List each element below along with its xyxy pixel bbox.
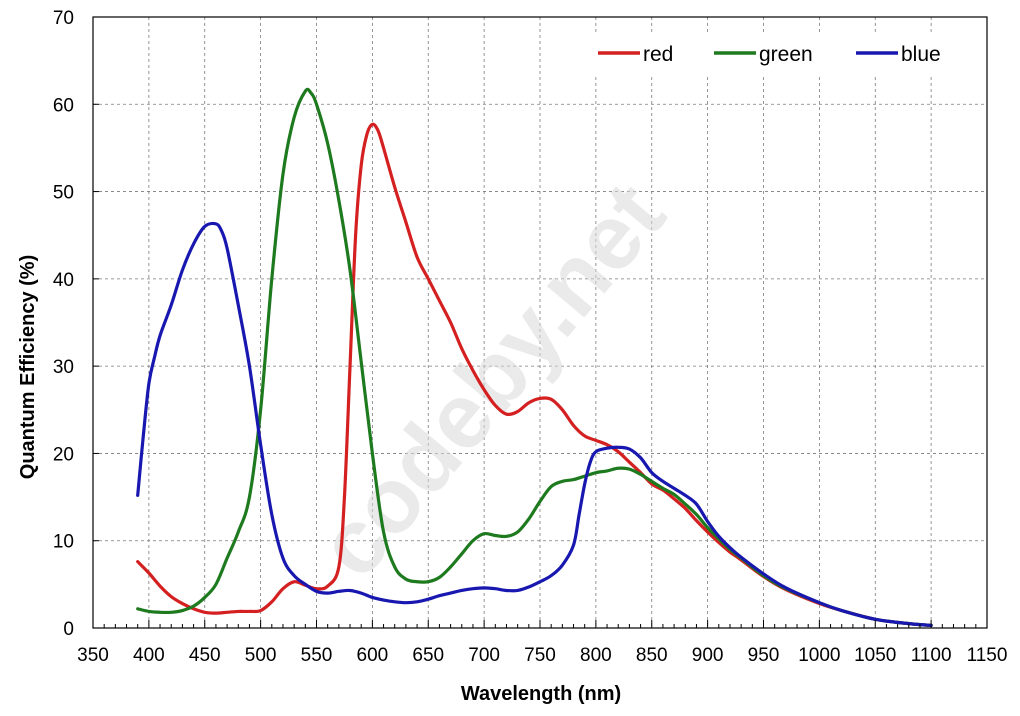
series-line-red	[136, 122, 933, 627]
grid-lines	[93, 17, 987, 628]
x-tick-label: 800	[580, 645, 612, 666]
axis-ticks	[92, 16, 988, 629]
series-layer	[136, 87, 933, 627]
x-tick-label: 700	[468, 645, 500, 666]
y-tick-labels: 0 10 20 30 40 50 60 70	[53, 8, 74, 640]
legend-label-red: red	[643, 43, 673, 66]
x-tick-label: 1150	[967, 645, 1008, 666]
y-tick-label: 40	[53, 270, 74, 291]
y-tick-label: 50	[53, 183, 74, 204]
y-tick-label: 0	[63, 619, 74, 640]
legend-label-blue: blue	[901, 43, 941, 66]
y-tick-label: 70	[53, 8, 74, 29]
x-tick-label: 550	[301, 645, 333, 666]
x-tick-label: 1100	[911, 645, 952, 666]
x-tick-label: 1000	[798, 645, 840, 666]
legend-box	[583, 34, 963, 74]
x-tick-labels: 350 400 450 500 550 600 650 700 750 800 850 900 950 1…	[77, 645, 1007, 666]
x-tick-label: 450	[189, 645, 221, 666]
x-tick-label: 600	[357, 645, 389, 666]
x-tick-label: 750	[524, 645, 556, 666]
x-tick-label: 400	[133, 645, 165, 666]
x-tick-label: 850	[636, 645, 668, 666]
y-tick-label: 30	[53, 357, 74, 378]
x-tick-label: 350	[77, 645, 109, 666]
y-tick-label: 10	[53, 532, 74, 553]
legend: red green blue	[583, 34, 963, 74]
y-tick-label: 60	[53, 95, 74, 116]
series-line-blue	[136, 221, 933, 627]
x-tick-label: 650	[412, 645, 444, 666]
x-tick-label: 900	[692, 645, 724, 666]
x-axis-title: Wavelength (nm)	[461, 683, 621, 705]
y-tick-label: 20	[53, 444, 74, 465]
legend-label-green: green	[759, 43, 813, 66]
series-line-green	[136, 87, 933, 627]
y-axis-title: Quantum Efficiency (%)	[17, 255, 39, 479]
x-tick-label: 500	[245, 645, 277, 666]
x-tick-label: 950	[748, 645, 780, 666]
x-tick-label: 1050	[854, 645, 896, 666]
